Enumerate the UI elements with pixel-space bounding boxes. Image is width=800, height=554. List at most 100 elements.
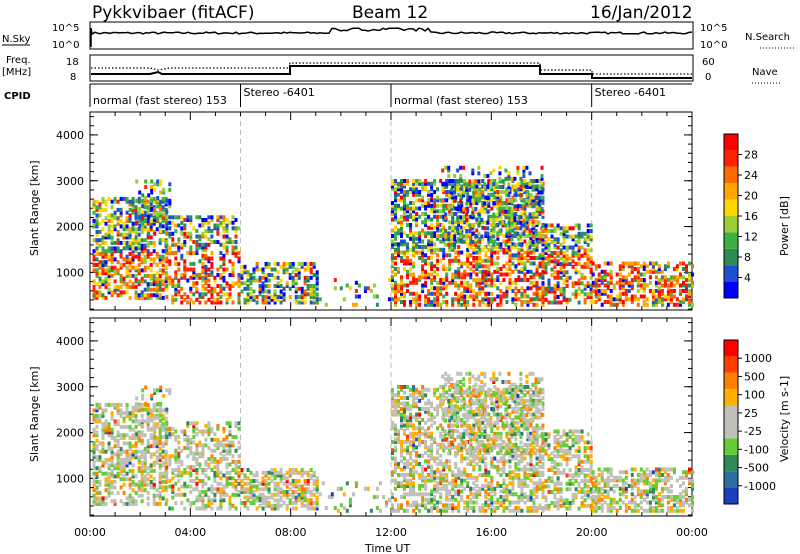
range-cell	[285, 284, 289, 288]
range-cell	[161, 196, 165, 201]
range-cell	[580, 245, 584, 250]
range-cell	[137, 422, 141, 427]
range-cell	[339, 286, 343, 291]
range-cell	[234, 470, 238, 475]
range-cell	[415, 451, 419, 455]
range-cell	[246, 270, 250, 275]
range-cell	[481, 300, 485, 304]
range-cell	[153, 429, 157, 434]
range-cell	[403, 198, 406, 203]
range-cell	[403, 484, 406, 488]
range-cell	[456, 229, 460, 233]
range-cell	[468, 234, 472, 239]
range-cell	[237, 300, 241, 305]
range-cell	[210, 459, 214, 464]
range-cell	[409, 489, 413, 494]
range-cell	[143, 468, 147, 473]
range-cell	[155, 284, 159, 289]
range-cell	[544, 297, 548, 302]
range-cell	[484, 275, 488, 280]
range-cell	[113, 213, 117, 218]
range-cell	[246, 284, 250, 288]
range-cell	[562, 253, 566, 258]
range-cell	[192, 426, 196, 431]
range-cell	[363, 486, 367, 491]
range-cell	[526, 300, 530, 304]
range-cell	[505, 234, 509, 238]
range-cell	[140, 474, 144, 479]
range-cell	[568, 234, 572, 239]
range-cell	[303, 490, 307, 494]
range-cell	[418, 256, 422, 260]
range-cell	[412, 385, 416, 389]
range-cell	[156, 182, 160, 187]
range-cell	[421, 503, 425, 508]
range-cell	[183, 506, 187, 511]
range-cell	[409, 387, 413, 392]
range-cell	[490, 280, 494, 285]
range-cell	[161, 444, 165, 449]
range-cell	[682, 275, 685, 280]
range-cell	[165, 229, 169, 233]
range-cell	[541, 258, 545, 263]
range-cell	[424, 253, 428, 258]
range-cell	[424, 258, 428, 263]
range-cell	[92, 488, 96, 493]
range-cell	[421, 272, 425, 277]
range-cell	[466, 272, 470, 277]
range-cell	[152, 276, 156, 281]
range-cell	[541, 226, 545, 231]
range-cell	[523, 239, 527, 244]
range-cell	[541, 262, 545, 266]
range-cell	[474, 207, 478, 211]
range-cell	[180, 220, 184, 225]
range-cell	[125, 433, 129, 438]
range-cell	[519, 242, 523, 247]
range-cell	[143, 446, 147, 451]
range-cell	[140, 227, 144, 232]
range-cell	[204, 270, 208, 275]
range-cell	[597, 297, 601, 302]
range-cell	[535, 247, 539, 252]
range-cell	[460, 220, 464, 225]
range-cell	[415, 297, 419, 302]
range-cell	[267, 295, 271, 299]
range-cell	[484, 250, 488, 255]
range-cell	[556, 237, 560, 242]
range-cell	[131, 413, 135, 418]
range-cell	[391, 387, 394, 392]
range-cell	[198, 273, 202, 277]
range-cell	[198, 215, 202, 220]
range-cell	[565, 253, 569, 258]
range-cell	[469, 261, 473, 266]
range-cell	[657, 264, 661, 269]
range-cell	[666, 278, 670, 282]
range-cell	[270, 297, 274, 302]
range-cell	[394, 297, 397, 302]
range-cell	[110, 427, 114, 432]
range-cell	[481, 203, 485, 208]
range-cell	[312, 292, 316, 297]
range-cell	[528, 240, 532, 244]
nsearch-label: N.Search	[745, 32, 790, 43]
range-cell	[666, 291, 670, 296]
range-cell	[679, 289, 682, 293]
range-cell	[186, 267, 190, 272]
range-cell	[177, 465, 181, 470]
range-cell	[454, 297, 458, 302]
range-cell	[511, 212, 515, 216]
range-cell	[526, 258, 530, 263]
range-cell	[394, 231, 397, 236]
range-cell	[519, 176, 523, 181]
range-cell	[589, 267, 593, 272]
range-cell	[559, 264, 563, 269]
range-cell	[493, 187, 497, 192]
range-cell	[147, 193, 151, 198]
range-cell	[477, 212, 481, 217]
range-cell	[153, 391, 157, 395]
range-cell	[460, 272, 464, 277]
range-cell	[505, 203, 509, 208]
range-cell	[454, 291, 458, 296]
range-cell	[493, 195, 497, 200]
range-cell	[645, 264, 649, 269]
